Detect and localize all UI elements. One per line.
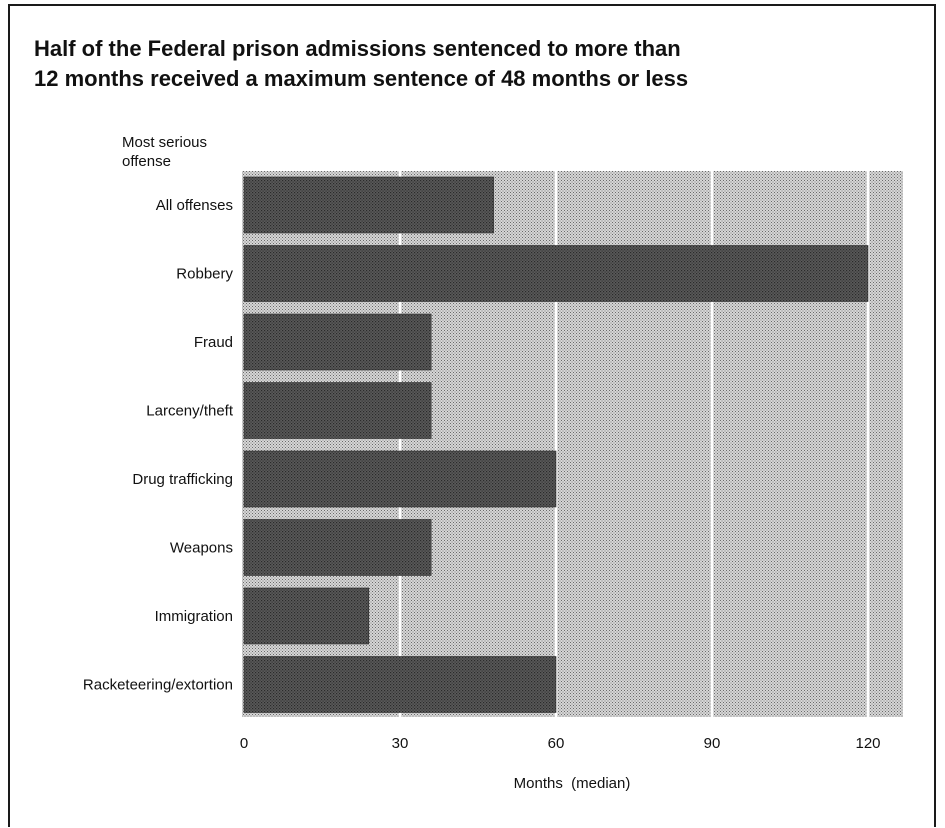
bar-weapons: [243, 519, 432, 576]
y-axis-label-line-2: offense: [122, 153, 171, 170]
chart-title: Half of the Federal prison admissions se…: [34, 34, 914, 94]
category-label-drug-trafficking: Drug trafficking: [132, 471, 233, 488]
category-label-robbery: Robbery: [176, 266, 233, 283]
bar-robbery: [243, 245, 869, 302]
x-tick-label-90: 90: [704, 735, 721, 752]
chart-title-line-2: 12 months received a maximum sentence of…: [34, 66, 689, 91]
bar-drug-trafficking: [243, 450, 557, 508]
bar-fraud: [243, 313, 432, 371]
y-axis-label-line-1: Most serious: [122, 134, 207, 151]
chart-frame: [8, 4, 936, 827]
x-axis-label: Months (median): [514, 775, 631, 792]
category-label-fraud: Fraud: [194, 334, 233, 351]
x-tick-label-120: 120: [855, 735, 880, 752]
x-tick-label-0: 0: [240, 735, 248, 752]
category-label-racketeering-extortion: Racketeering/extortion: [83, 677, 233, 694]
bar-larceny-theft: [243, 382, 432, 439]
category-label-weapons: Weapons: [170, 540, 233, 557]
bar-immigration: [243, 587, 370, 645]
category-label-all-offenses: All offenses: [156, 197, 233, 214]
chart-title-line-1: Half of the Federal prison admissions se…: [34, 36, 681, 61]
category-label-immigration: Immigration: [155, 608, 233, 625]
x-tick-label-60: 60: [548, 735, 565, 752]
x-tick-label-30: 30: [392, 735, 409, 752]
bar-racketeering-extortion: [243, 656, 557, 713]
category-label-larceny-theft: Larceny/theft: [146, 403, 234, 420]
bar-all-offenses: [243, 176, 494, 234]
